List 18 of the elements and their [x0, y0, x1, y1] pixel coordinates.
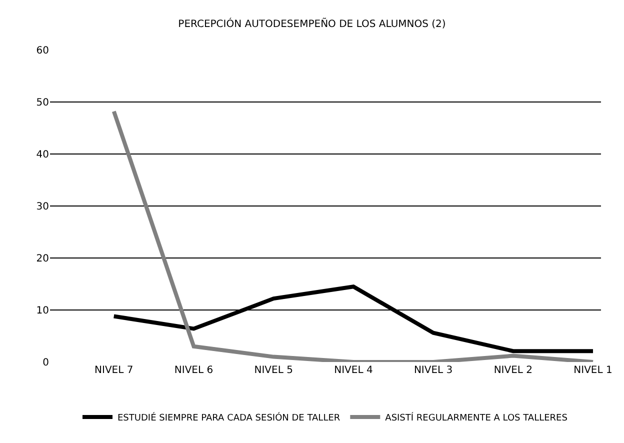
y-tick-label: 20: [36, 254, 49, 264]
y-tick-label: 50: [36, 98, 49, 108]
x-tick-label: NIVEL 4: [334, 365, 373, 376]
x-tick-label: NIVEL 1: [574, 365, 612, 376]
x-tick-label: NIVEL 6: [174, 365, 214, 376]
x-tick-label: NIVEL 3: [414, 365, 453, 376]
y-tick-label: 30: [36, 202, 49, 212]
y-tick-label: 10: [36, 306, 49, 316]
y-tick-label: 0: [42, 358, 49, 368]
legend-label: ESTUDIÉ SIEMPRE PARA CADA SESIÓN DE TALLER: [118, 412, 340, 424]
x-tick-label: NIVEL 5: [254, 365, 293, 376]
y-tick-label: 60: [36, 46, 49, 56]
y-tick-label: 40: [36, 150, 49, 160]
legend-label: ASISTÍ REGULARMENTE A LOS TALLERES: [385, 412, 568, 424]
chart-title: PERCEPCIÓN AUTODESEMPEÑO DE LOS ALUMNOS (2): [178, 16, 446, 30]
x-tick-label: NIVEL 2: [494, 365, 533, 376]
line-series: [112, 109, 596, 362]
x-tick-label: NIVEL 7: [94, 365, 134, 376]
